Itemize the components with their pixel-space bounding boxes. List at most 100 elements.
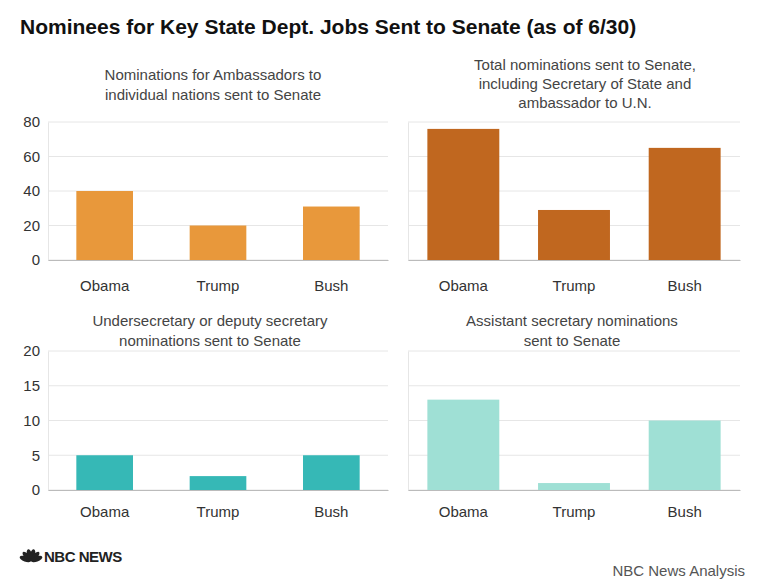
y-tick: 15	[23, 377, 48, 394]
panel: Assistant secretary nominations sent to S…	[408, 312, 741, 520]
bar	[190, 476, 247, 490]
main-title: Nominees for Key State Dept. Jobs Sent t…	[20, 15, 636, 38]
x-tick-label: Trump	[553, 277, 596, 294]
panel-title: Nominations for Ambassadors to	[105, 66, 322, 83]
bar	[427, 129, 499, 260]
panel: Total nominations sent to Senate, includi…	[408, 56, 741, 294]
x-axis: Obama Trump Bush	[49, 490, 389, 520]
x-tick-label: Obama	[439, 277, 489, 294]
y-tick: 20	[23, 217, 48, 234]
bars	[76, 191, 359, 260]
bar	[427, 400, 499, 490]
logo-text: NBC NEWS	[44, 548, 122, 565]
x-tick-label: Obama	[439, 503, 489, 520]
panel-title: Assistant secretary nominations	[466, 312, 678, 329]
panel-title: sent to Senate	[524, 332, 621, 349]
x-axis: Obama Trump Bush	[49, 260, 389, 294]
y-tick-label: 60	[23, 148, 40, 165]
x-tick: Bush	[314, 490, 348, 520]
grid-line	[48, 122, 388, 123]
chart-root: Nominees for Key State Dept. Jobs Sent t…	[0, 0, 760, 587]
y-tick: 60	[23, 148, 48, 165]
y-axis-line	[48, 352, 49, 491]
panel-title: nominations sent to Senate	[119, 332, 301, 349]
x-tick-label: Obama	[80, 277, 130, 294]
x-tick: Trump	[197, 260, 240, 294]
panel-title: Undersecretary or deputy secretary	[92, 312, 328, 329]
x-axis-line	[49, 260, 389, 261]
bars	[427, 129, 720, 260]
grid-line	[408, 351, 740, 352]
x-axis-line	[409, 490, 741, 491]
grid-line	[48, 156, 388, 157]
y-tick-label: 40	[23, 182, 40, 199]
x-tick: Bush	[314, 260, 348, 294]
y-axis-line	[408, 123, 409, 261]
bar	[538, 483, 610, 490]
grid	[48, 351, 388, 490]
panel: Nominations for Ambassadors toindividual…	[23, 66, 388, 294]
bars	[76, 455, 359, 490]
bar	[649, 148, 721, 260]
x-tick: Bush	[668, 260, 702, 294]
x-axis: Obama Trump Bush	[409, 490, 741, 520]
y-tick-label: 15	[23, 377, 40, 394]
x-tick: Bush	[668, 490, 702, 520]
bar	[303, 207, 360, 260]
y-tick: 80	[23, 113, 48, 130]
x-tick-label: Bush	[314, 503, 348, 520]
y-axis-line	[408, 352, 409, 491]
bar	[649, 421, 721, 491]
grid-line	[408, 385, 740, 386]
grid-line	[408, 122, 740, 123]
y-axis: 0 20 40 60 80	[23, 113, 48, 268]
grid-line	[48, 351, 388, 352]
y-axis-line	[48, 123, 49, 261]
bar	[76, 455, 133, 490]
panel-title: including Secretary of State and	[479, 75, 692, 92]
x-tick: Obama	[80, 260, 130, 294]
y-tick-label: 20	[23, 342, 40, 359]
x-tick: Trump	[553, 260, 596, 294]
grid	[408, 122, 740, 260]
panel-title: Total nominations sent to Senate,	[474, 56, 696, 73]
bar	[190, 226, 247, 261]
x-tick: Obama	[439, 260, 489, 294]
x-tick: Trump	[197, 490, 240, 520]
y-tick-label: 5	[32, 447, 40, 464]
source-note: NBC News Analysis	[612, 562, 745, 579]
grid-line	[48, 385, 388, 386]
panel: Undersecretary or deputy secretary nomina…	[23, 312, 388, 520]
y-axis: 0 5 10 15 20	[23, 342, 48, 498]
x-tick: Obama	[80, 490, 130, 520]
panel-title: ambassador to U.N.	[518, 94, 651, 111]
grid-line	[48, 420, 388, 421]
x-tick: Obama	[439, 490, 489, 520]
y-tick-label: 20	[23, 217, 40, 234]
x-tick-label: Bush	[668, 277, 702, 294]
bars	[427, 400, 720, 490]
y-axis	[408, 123, 410, 261]
x-tick-label: Bush	[314, 277, 348, 294]
y-tick-label: 0	[32, 251, 40, 268]
y-axis	[408, 352, 410, 491]
x-axis: Obama Trump Bush	[409, 260, 741, 294]
x-tick-label: Trump	[197, 503, 240, 520]
x-tick-label: Trump	[197, 277, 240, 294]
bar	[303, 455, 360, 490]
x-tick-label: Bush	[668, 503, 702, 520]
y-tick-label: 80	[23, 113, 40, 130]
grid	[48, 122, 388, 260]
bar	[538, 210, 610, 260]
y-tick-label: 10	[23, 412, 40, 429]
x-tick-label: Obama	[80, 503, 130, 520]
x-tick-label: Trump	[553, 503, 596, 520]
grid	[408, 351, 740, 490]
y-tick: 40	[23, 182, 48, 199]
y-tick: 20	[23, 342, 48, 359]
y-tick: 10	[23, 412, 48, 429]
y-tick: 0	[32, 481, 48, 498]
logo-feather	[30, 554, 43, 563]
bar	[76, 191, 133, 260]
logo-mark	[19, 549, 43, 564]
